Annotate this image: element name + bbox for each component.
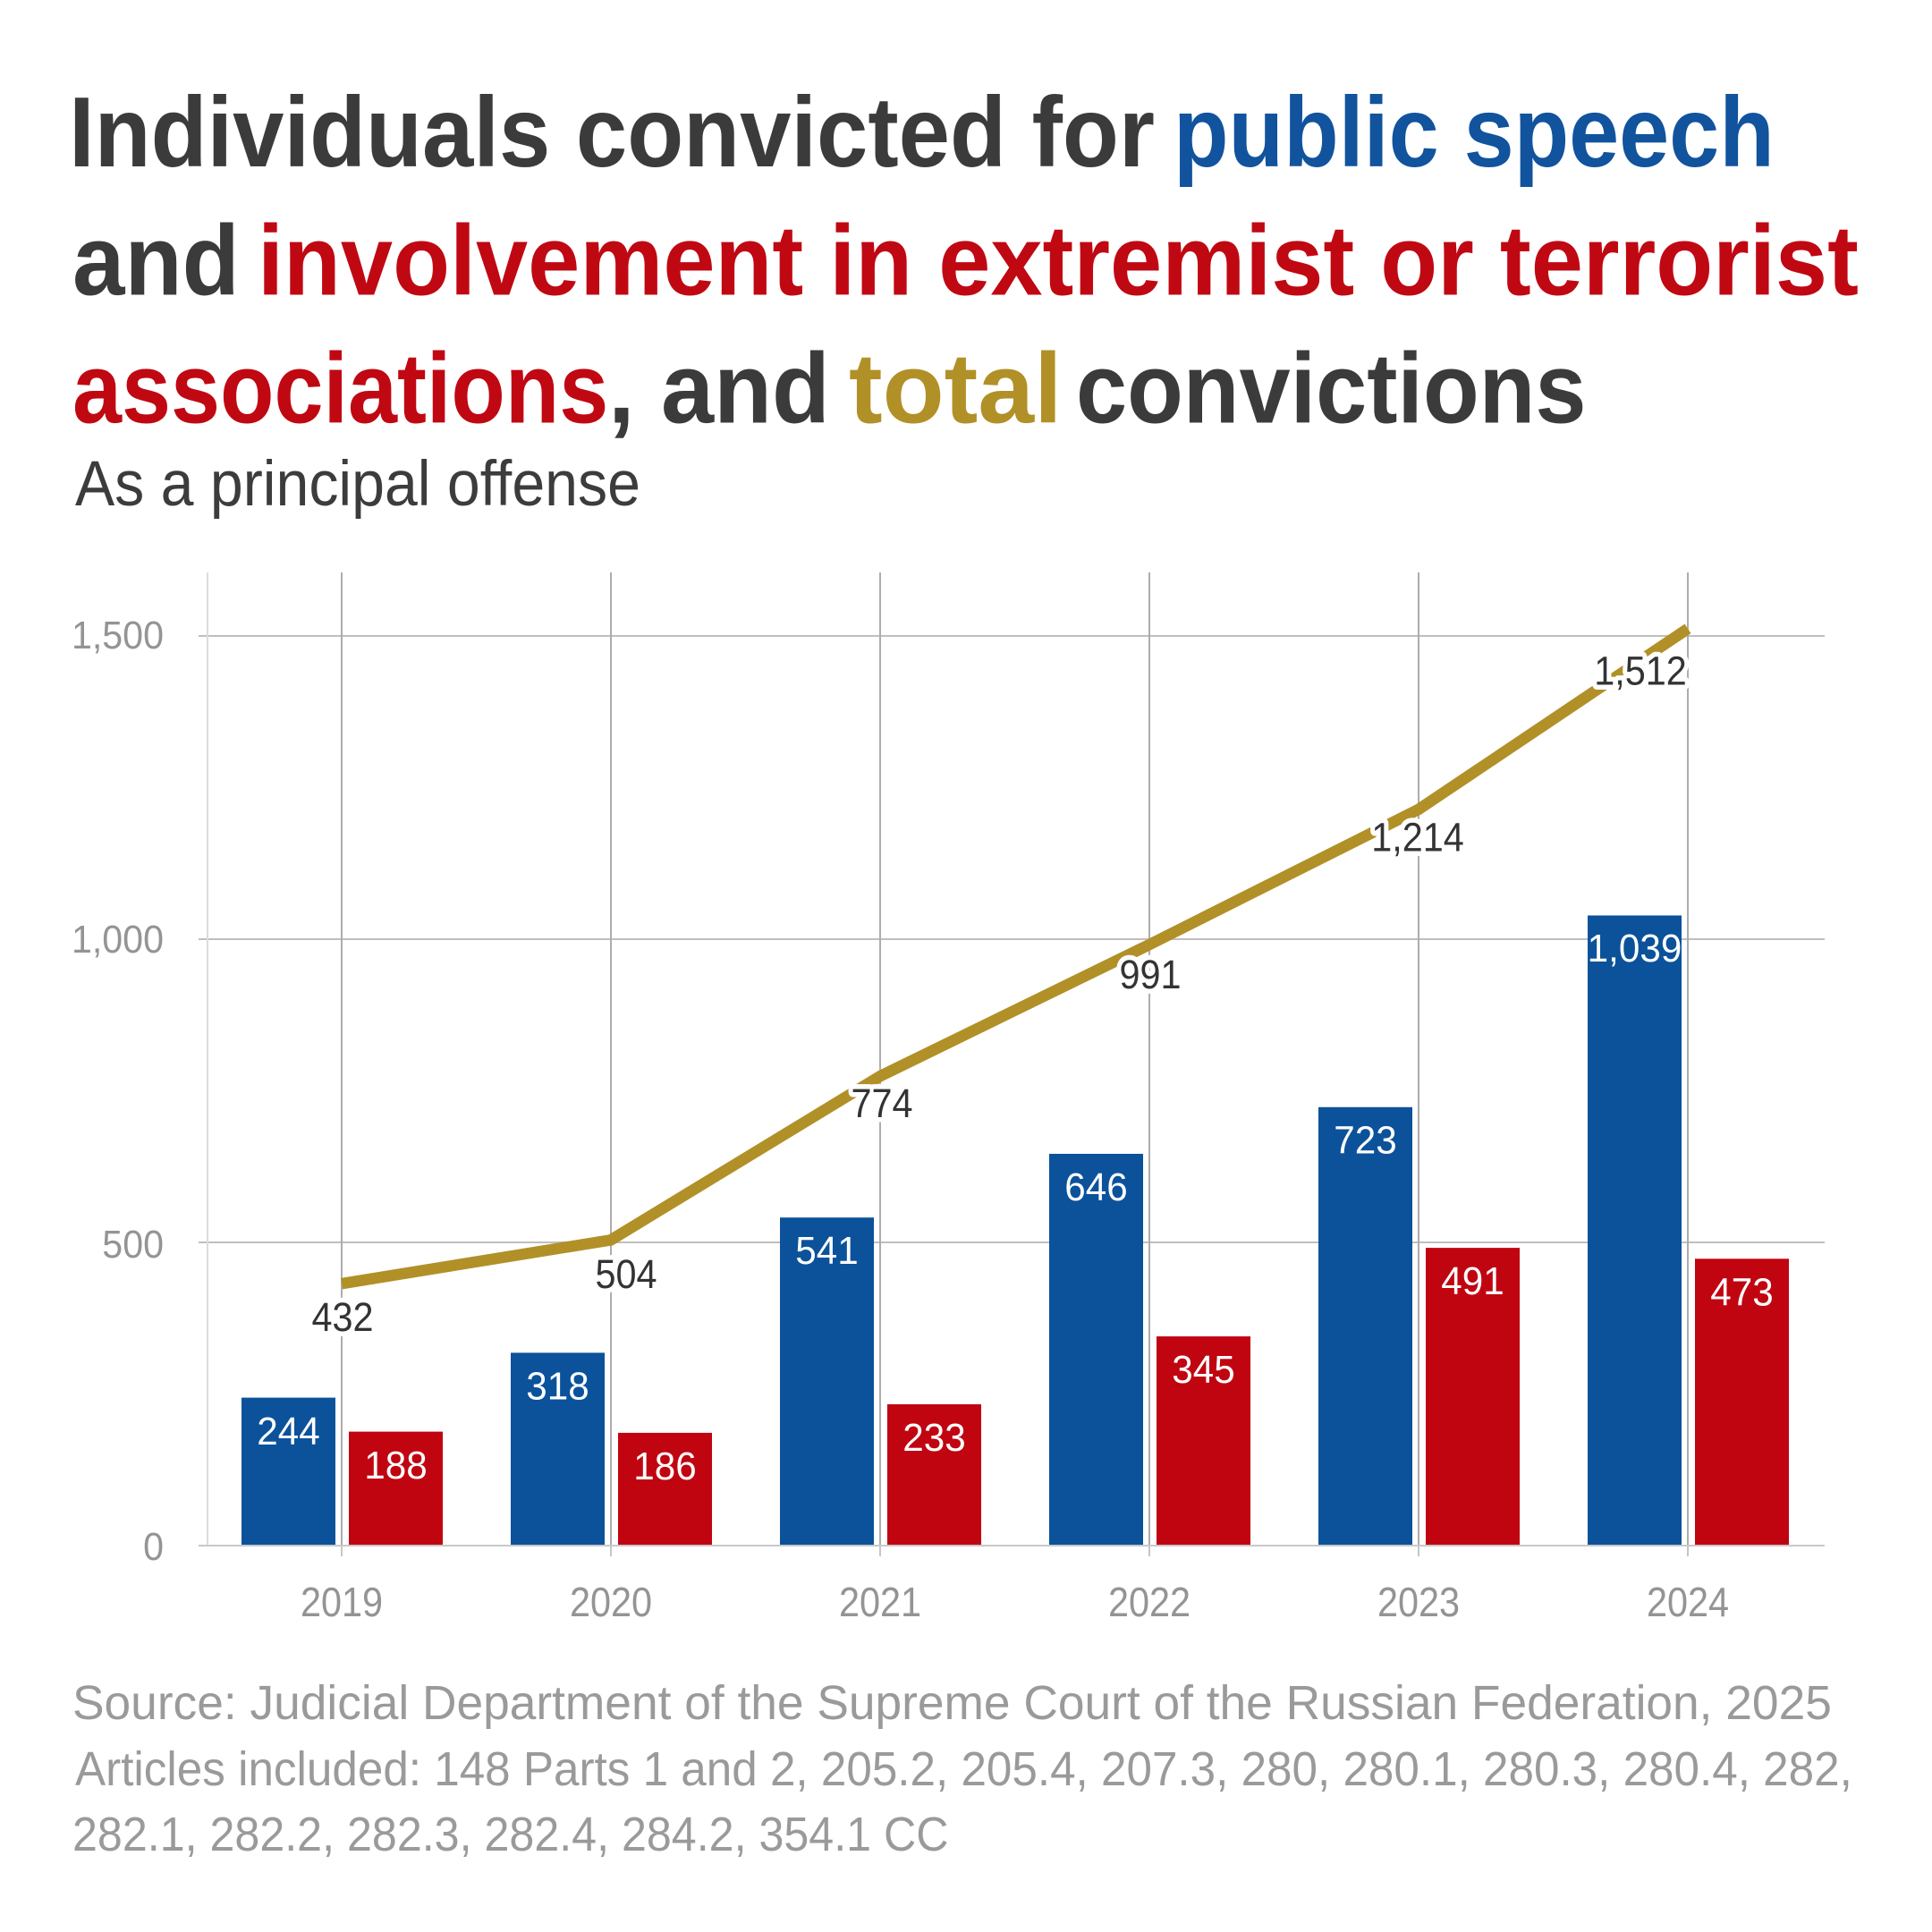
svg-text:646: 646 (1064, 1165, 1127, 1209)
svg-text:convictions: convictions (1076, 333, 1586, 445)
svg-text:2020: 2020 (570, 1580, 652, 1626)
svg-text:432: 432 (311, 1295, 373, 1340)
svg-text:504: 504 (595, 1252, 657, 1297)
svg-text:As a principal offense: As a principal offense (75, 448, 640, 520)
svg-text:2024: 2024 (1647, 1580, 1729, 1626)
svg-text:Articles included: 148 Parts 1: Articles included: 148 Parts 1 and 2, 20… (75, 1742, 1852, 1797)
svg-text:1,512: 1,512 (1594, 649, 1687, 694)
svg-text:774: 774 (851, 1081, 912, 1126)
svg-text:473: 473 (1710, 1271, 1773, 1315)
svg-text:318: 318 (526, 1365, 589, 1409)
svg-text:541: 541 (795, 1229, 858, 1273)
svg-text:774: 774 (851, 1081, 912, 1126)
svg-text:491: 491 (1441, 1259, 1504, 1303)
svg-text:282.1, 282.2, 282.3, 282.4, 28: 282.1, 282.2, 282.3, 282.4, 284.2, 354.1… (72, 1808, 949, 1861)
svg-text:723: 723 (1334, 1119, 1396, 1163)
svg-text:2019: 2019 (301, 1580, 383, 1626)
svg-text:1,500: 1,500 (72, 614, 164, 658)
svg-text:total: total (849, 333, 1063, 444)
svg-text:991: 991 (1119, 953, 1181, 997)
svg-text:1,000: 1,000 (72, 918, 164, 962)
svg-text:186: 186 (633, 1445, 696, 1488)
svg-text:Source: Judicial Department of: Source: Judicial Department of the Supre… (72, 1676, 1832, 1730)
svg-text:0: 0 (143, 1525, 164, 1570)
svg-text:2021: 2021 (839, 1580, 921, 1626)
svg-text:involvement in extremist or te: involvement in extremist or terrorist (258, 205, 1859, 317)
svg-text:1,214: 1,214 (1371, 816, 1464, 860)
svg-text:500: 500 (102, 1223, 164, 1267)
svg-text:1,214: 1,214 (1371, 816, 1464, 860)
svg-text:504: 504 (595, 1252, 657, 1297)
svg-text:991: 991 (1119, 953, 1181, 997)
svg-text:345: 345 (1172, 1348, 1234, 1392)
svg-text:1,039: 1,039 (1588, 927, 1682, 970)
svg-text:233: 233 (902, 1416, 965, 1460)
svg-text:2023: 2023 (1377, 1580, 1460, 1626)
svg-text:and: and (72, 205, 240, 316)
svg-text:188: 188 (364, 1444, 427, 1487)
svg-text:1,512: 1,512 (1594, 649, 1687, 694)
svg-text:432: 432 (311, 1295, 373, 1340)
svg-text:associations: associations (72, 334, 608, 445)
svg-text:244: 244 (257, 1410, 319, 1453)
svg-text:, and: , and (608, 334, 830, 445)
svg-text:public speech: public speech (1174, 78, 1775, 189)
svg-text:2022: 2022 (1108, 1580, 1191, 1626)
svg-text:Individuals convicted for: Individuals convicted for (69, 76, 1155, 187)
